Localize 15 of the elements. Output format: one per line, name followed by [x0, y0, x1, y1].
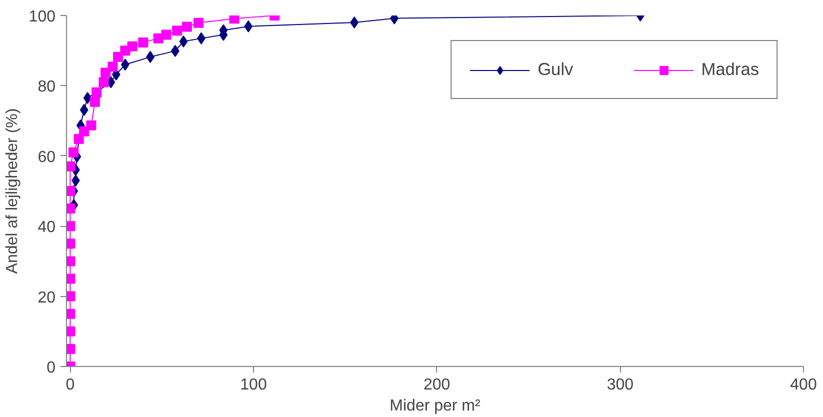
y-tick-label: 0 [46, 360, 56, 376]
y-tick-label: 60 [38, 148, 56, 166]
y-tick-label: 100 [28, 8, 56, 26]
legend-label: Gulv [538, 59, 574, 80]
x-tick-label: 300 [606, 376, 634, 394]
x-tick-label: 200 [423, 376, 450, 394]
y-tick-label: 80 [38, 78, 56, 96]
x-tick-label: 400 [790, 376, 817, 394]
legend-label: Madras [701, 59, 759, 80]
y-tick-label: 20 [38, 289, 56, 306]
y-axis-title: Andel af lejligheder (%) [4, 108, 21, 274]
x-tick-label: 100 [240, 376, 267, 394]
x-axis-title: Mider per m² [390, 398, 482, 414]
x-tick-label: 0 [66, 376, 75, 394]
y-tick-label: 40 [38, 219, 56, 236]
